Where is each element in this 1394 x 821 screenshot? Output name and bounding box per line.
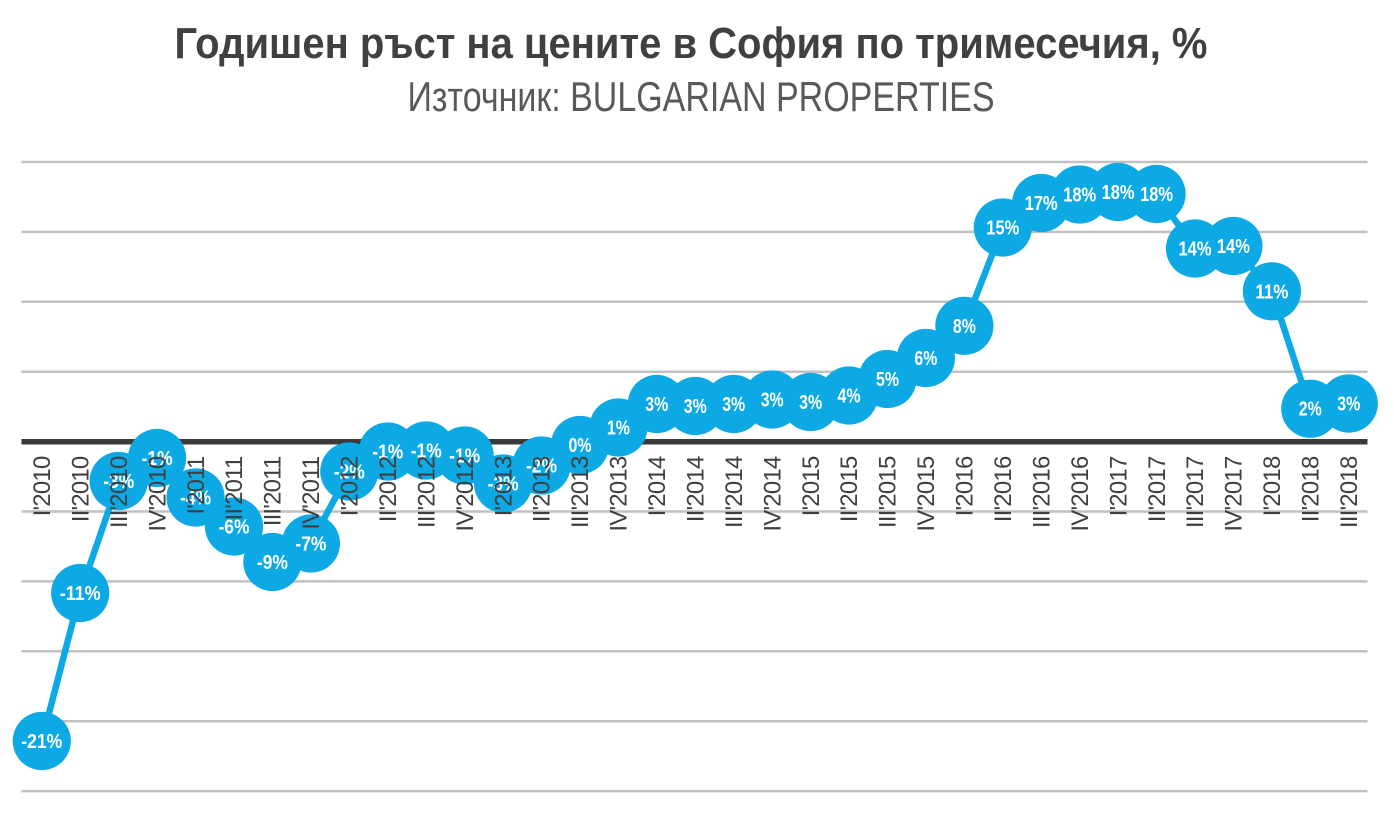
svg-text:-6%: -6% bbox=[219, 516, 250, 539]
svg-text:3%: 3% bbox=[1337, 393, 1360, 416]
svg-text:0%: 0% bbox=[569, 434, 592, 457]
svg-text:III'2018: III'2018 bbox=[1336, 456, 1363, 528]
svg-text:Годишен ръст на цените в София: Годишен ръст на цените в София по тримес… bbox=[175, 19, 1208, 68]
svg-text:I'2014: I'2014 bbox=[644, 456, 671, 516]
svg-text:II'2012: II'2012 bbox=[375, 456, 402, 522]
svg-text:I'2011: I'2011 bbox=[183, 456, 210, 515]
svg-text:I'2013: I'2013 bbox=[490, 456, 517, 516]
svg-text:-1%: -1% bbox=[372, 441, 403, 464]
svg-text:II'2015: II'2015 bbox=[836, 456, 863, 522]
svg-text:I'2018: I'2018 bbox=[1259, 456, 1286, 516]
svg-text:III'2011: III'2011 bbox=[260, 456, 287, 526]
svg-text:III'2015: III'2015 bbox=[875, 456, 902, 528]
svg-text:-1%: -1% bbox=[142, 447, 173, 470]
svg-text:III'2012: III'2012 bbox=[413, 456, 440, 528]
svg-text:3%: 3% bbox=[722, 393, 745, 416]
svg-text:III'2014: III'2014 bbox=[721, 456, 748, 528]
svg-text:II'2014: II'2014 bbox=[683, 456, 710, 522]
svg-text:IV'2014: IV'2014 bbox=[759, 456, 786, 532]
svg-text:8%: 8% bbox=[953, 315, 976, 338]
svg-text:-3%: -3% bbox=[488, 473, 519, 496]
svg-text:IV'2013: IV'2013 bbox=[606, 456, 633, 532]
svg-text:17%: 17% bbox=[1025, 192, 1058, 215]
svg-text:15%: 15% bbox=[986, 217, 1019, 240]
svg-text:Източник: BULGARIAN PROPERTIES: Източник: BULGARIAN PROPERTIES bbox=[408, 73, 995, 120]
svg-text:6%: 6% bbox=[914, 347, 937, 370]
svg-text:14%: 14% bbox=[1179, 238, 1212, 261]
svg-text:18%: 18% bbox=[1140, 183, 1173, 206]
svg-text:-1%: -1% bbox=[411, 440, 442, 463]
svg-text:4%: 4% bbox=[838, 385, 861, 408]
svg-text:I'2010: I'2010 bbox=[29, 456, 56, 516]
svg-text:-1%: -1% bbox=[449, 445, 480, 468]
svg-text:-7%: -7% bbox=[295, 533, 326, 556]
svg-text:I'2017: I'2017 bbox=[1105, 456, 1132, 516]
svg-text:IV'2015: IV'2015 bbox=[913, 456, 940, 532]
svg-text:IV'2011: IV'2011 bbox=[298, 456, 325, 530]
svg-text:III'2010: III'2010 bbox=[106, 456, 133, 528]
svg-text:-3%: -3% bbox=[103, 470, 134, 493]
svg-text:-11%: -11% bbox=[60, 582, 101, 605]
svg-text:I'2015: I'2015 bbox=[798, 456, 825, 516]
svg-text:-4%: -4% bbox=[180, 487, 211, 510]
svg-text:IV'2012: IV'2012 bbox=[452, 456, 479, 532]
svg-text:3%: 3% bbox=[645, 393, 668, 416]
svg-text:II'2011: II'2011 bbox=[221, 456, 248, 520]
svg-text:11%: 11% bbox=[1255, 280, 1288, 303]
svg-text:II'2016: II'2016 bbox=[990, 456, 1017, 522]
svg-text:3%: 3% bbox=[684, 395, 707, 418]
svg-text:III'2013: III'2013 bbox=[567, 456, 594, 528]
svg-text:II'2017: II'2017 bbox=[1144, 456, 1171, 522]
svg-text:III'2016: III'2016 bbox=[1028, 456, 1055, 528]
svg-text:IV'2016: IV'2016 bbox=[1067, 456, 1094, 532]
svg-text:5%: 5% bbox=[876, 368, 899, 391]
svg-text:IV'2017: IV'2017 bbox=[1221, 456, 1248, 532]
svg-text:IV'2010: IV'2010 bbox=[144, 456, 171, 532]
svg-text:-2%: -2% bbox=[526, 455, 557, 478]
svg-text:-21%: -21% bbox=[21, 730, 62, 753]
svg-text:3%: 3% bbox=[761, 389, 784, 412]
svg-text:3%: 3% bbox=[799, 391, 822, 414]
svg-text:I'2012: I'2012 bbox=[337, 456, 364, 516]
svg-text:14%: 14% bbox=[1217, 235, 1250, 258]
svg-text:1%: 1% bbox=[607, 417, 630, 440]
svg-text:II'2018: II'2018 bbox=[1298, 456, 1325, 522]
svg-text:I'2016: I'2016 bbox=[952, 456, 979, 516]
svg-text:18%: 18% bbox=[1063, 184, 1096, 207]
svg-text:III'2017: III'2017 bbox=[1182, 456, 1209, 528]
svg-text:18%: 18% bbox=[1102, 181, 1135, 204]
svg-text:II'2010: II'2010 bbox=[67, 456, 94, 522]
svg-text:II'2013: II'2013 bbox=[529, 456, 556, 522]
svg-text:2%: 2% bbox=[1299, 398, 1322, 421]
svg-text:-9%: -9% bbox=[257, 551, 288, 574]
svg-text:-2%: -2% bbox=[334, 461, 365, 484]
